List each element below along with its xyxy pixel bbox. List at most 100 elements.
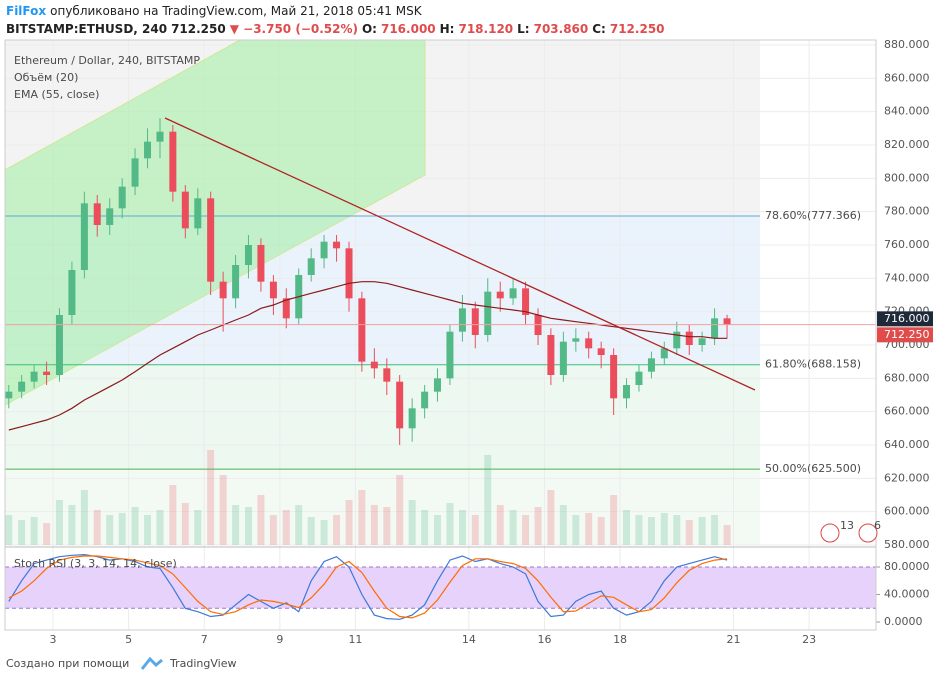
volume-bar <box>484 455 492 545</box>
volume-bar <box>232 505 240 545</box>
volume-bar <box>295 505 303 545</box>
event-count: 13 <box>840 519 854 532</box>
volume-bar <box>396 475 404 545</box>
candle-body <box>345 248 353 299</box>
volume-bar <box>320 520 328 545</box>
publisher-name: FilFox <box>6 4 46 18</box>
stoch-k-line <box>8 553 728 620</box>
x-tick-label: 23 <box>802 633 816 646</box>
fib-zone <box>5 216 760 365</box>
candle-body <box>685 331 693 345</box>
candle-body <box>408 408 416 429</box>
candle-body <box>559 341 567 375</box>
y-tick-label: 0.0000 <box>884 615 923 628</box>
volume-bar <box>257 495 265 545</box>
volume-bar <box>547 490 555 545</box>
volume-bar <box>698 517 706 545</box>
volume-bar <box>93 510 101 545</box>
y-tick-label: 820.000 <box>884 138 930 151</box>
candle-body <box>433 378 441 392</box>
y-tick-label: 840.000 <box>884 105 930 118</box>
volume-bar <box>408 500 416 545</box>
candle-body <box>55 315 63 375</box>
y-tick-label: 860.000 <box>884 71 930 84</box>
fib-zone <box>5 469 760 545</box>
volume-bar <box>282 510 290 545</box>
candle-body <box>610 355 618 399</box>
stoch-legend: Stoch RSI (3, 3, 14, 14, close) <box>14 557 177 570</box>
volume-bar <box>18 520 26 545</box>
volume-bar <box>723 525 731 545</box>
fib-zone <box>5 364 760 470</box>
volume-bar <box>711 515 719 545</box>
volume-bar <box>68 505 76 545</box>
y-tick-label: 740.000 <box>884 271 930 284</box>
volume-bar <box>572 515 580 545</box>
candle-body <box>471 308 479 335</box>
volume-bar <box>207 450 215 545</box>
x-tick-label: 7 <box>201 633 208 646</box>
quote-part: C: <box>592 22 606 36</box>
axes <box>4 39 877 631</box>
volume-bar <box>471 515 479 545</box>
trendline <box>164 117 756 391</box>
x-tick-label: 9 <box>276 633 283 646</box>
quote-part: H: <box>440 22 455 36</box>
y-tick-label: 80.0000 <box>884 560 930 573</box>
footer-brand[interactable]: TradingView <box>169 657 236 670</box>
candle-body <box>635 371 643 385</box>
y-tick-label: 580.000 <box>884 538 930 551</box>
candle-body <box>522 288 530 315</box>
candle-body <box>144 141 152 159</box>
x-tick-label: 21 <box>726 633 740 646</box>
candle-body <box>80 203 88 270</box>
frame <box>4 39 877 631</box>
candle-body <box>106 208 114 225</box>
volume-bar <box>370 505 378 545</box>
candle-body <box>496 291 504 299</box>
candle-body <box>93 203 101 225</box>
quote-part: 718.120 <box>458 22 513 36</box>
y-tick-label: 800.000 <box>884 171 930 184</box>
candle-body <box>207 198 215 282</box>
volume-bar <box>433 515 441 545</box>
volume-bar <box>585 513 593 545</box>
fib-label: 61.80%(688.158) <box>765 358 861 371</box>
candle-body <box>181 191 189 229</box>
volume-bar <box>685 520 693 545</box>
event-count: 6 <box>874 519 881 532</box>
published: опубликовано на TradingView.com, Май 21,… <box>50 4 423 18</box>
y-tick-label: 660.000 <box>884 405 930 418</box>
stoch-band <box>5 567 876 609</box>
quote-part: 703.860 <box>534 22 589 36</box>
x-tick-label: 14 <box>462 633 476 646</box>
candle-body <box>333 241 341 249</box>
candle-body <box>509 288 517 299</box>
candle-body <box>232 265 240 299</box>
volume-bar <box>534 507 542 545</box>
quote-part: BITSTAMP:ETHUSD, 240 <box>6 22 167 36</box>
candle-body <box>698 338 706 345</box>
publisher: FilFox опубликовано на TradingView.com, М… <box>6 4 423 18</box>
fib-label: 50.00%(625.500) <box>765 462 861 475</box>
ema-legend: EMA (55, close) <box>14 88 99 101</box>
candle-body <box>307 258 315 275</box>
zone-top <box>5 40 760 217</box>
candle-body <box>647 358 655 372</box>
volume <box>5 450 731 545</box>
volume-bar <box>635 515 643 545</box>
x-tick-label: 16 <box>537 633 551 646</box>
candle-body <box>383 368 391 382</box>
volume-bar <box>269 515 277 545</box>
price-label-box <box>877 327 933 343</box>
y-tick-label: 40.0000 <box>884 588 930 601</box>
stoch-d-line <box>8 555 728 619</box>
price-label-box <box>877 311 933 327</box>
volume-bar <box>244 507 252 545</box>
volume-bar <box>446 503 454 545</box>
y-tick-label: 680.000 <box>884 371 930 384</box>
volume-bar <box>169 485 177 545</box>
candle-body <box>244 245 252 265</box>
candle-body <box>572 338 580 342</box>
